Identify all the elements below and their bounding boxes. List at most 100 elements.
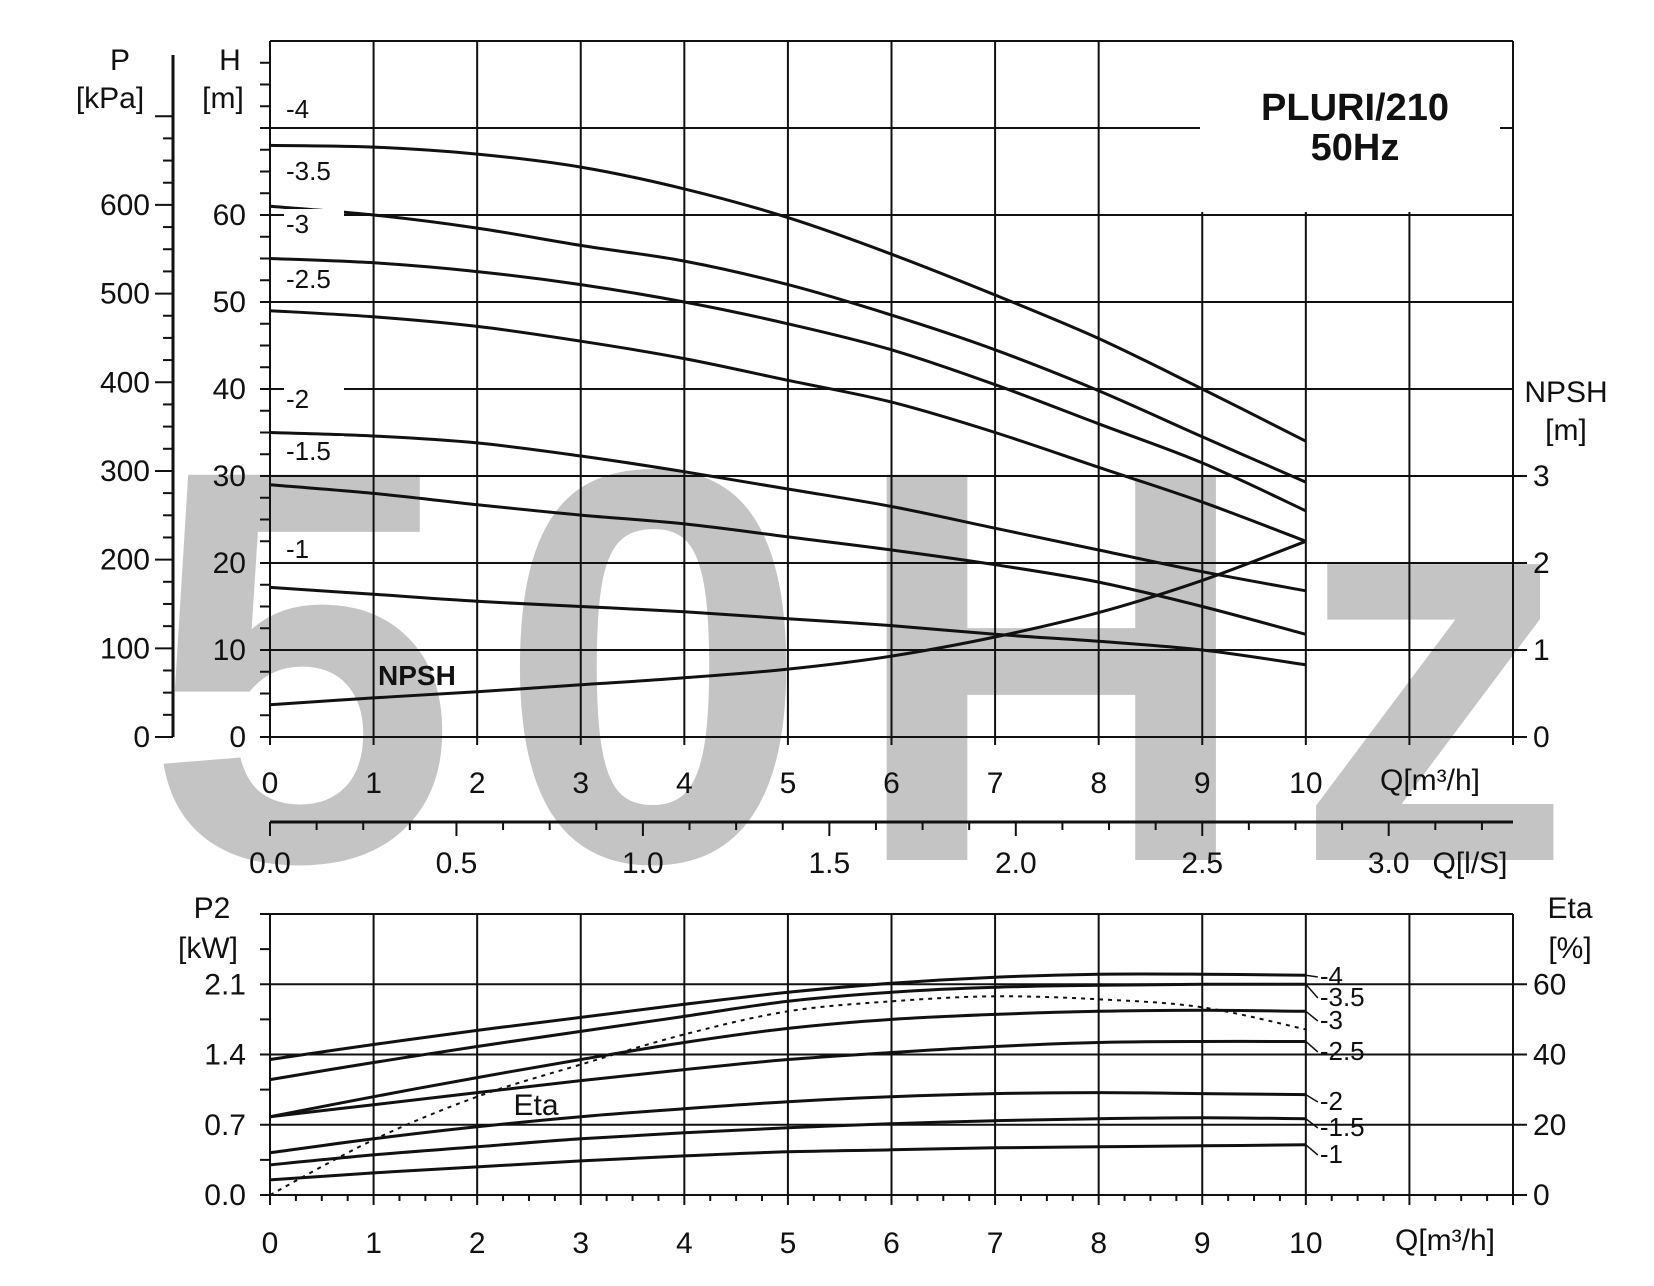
head-tick-label: 50 — [213, 286, 246, 319]
head-curve--3 — [269, 257, 1307, 513]
eta-tick-label: 0 — [1533, 1179, 1550, 1212]
head-curve--2.5 — [269, 309, 1307, 543]
flow-tick-label: 2 — [469, 767, 486, 800]
head-curve-npsh — [269, 539, 1307, 707]
npsh-curve-label: NPSH — [378, 660, 456, 691]
power-curve-leader — [1305, 1040, 1319, 1053]
flow-tick-label-bottom: 4 — [676, 1227, 693, 1260]
pressure-tick-label: 0 — [133, 721, 150, 754]
power-curve-leader — [1305, 983, 1319, 999]
flow-axis-title-bottom: Q[m³/h] — [1395, 1224, 1495, 1257]
flow-tick-label: 4 — [676, 767, 693, 800]
flow-tick-label: 10 — [1289, 767, 1322, 800]
eta-tick-label: 40 — [1533, 1039, 1566, 1072]
head-curve-label-bg — [284, 156, 344, 184]
head-curve--1 — [269, 585, 1307, 667]
npsh-tick-label: 3 — [1533, 460, 1550, 493]
power-tick-label: 0.0 — [204, 1179, 246, 1212]
flow-tick-label-bottom: 9 — [1194, 1227, 1211, 1260]
eta-tick-label: 20 — [1533, 1109, 1566, 1142]
flow-lps-tick-label: 1.0 — [622, 847, 664, 880]
flow-tick-label-bottom: 10 — [1289, 1227, 1322, 1260]
power-curve--4 — [269, 972, 1306, 1061]
power-tick-label: 0.7 — [204, 1109, 246, 1142]
power-curve-label: -2 — [1320, 1086, 1343, 1116]
flow-lps-tick-label: 0.5 — [436, 847, 478, 880]
eta-tick-label: 60 — [1533, 968, 1566, 1001]
head-axis-title: H — [219, 44, 241, 77]
pressure-tick-label: 500 — [100, 278, 150, 311]
power-curve-leader — [1305, 1010, 1319, 1022]
flow-tick-label-bottom: 5 — [780, 1227, 797, 1260]
head-curve-label-bg — [284, 436, 344, 464]
head-tick-label: 20 — [213, 547, 246, 580]
power-curve--3.5 — [269, 982, 1306, 1082]
flow-tick-label: 3 — [572, 767, 589, 800]
head-curve-label: -3.5 — [286, 156, 331, 186]
flow-lps-tick-label: 0.0 — [249, 847, 291, 880]
flow-tick-label-bottom: 0 — [262, 1227, 279, 1260]
watermark-text: 50Hz — [146, 353, 1613, 979]
flow-tick-label: 9 — [1194, 767, 1211, 800]
power-curve-label: -3.5 — [1320, 982, 1365, 1012]
flow-lps-tick-label: 3.0 — [1368, 847, 1410, 880]
power-tick-label: 1.4 — [204, 1039, 246, 1072]
chart-subtitle: 50Hz — [1311, 127, 1400, 169]
power-curve-eta — [269, 995, 1307, 1196]
head-curve-label: -3 — [286, 209, 309, 239]
head-curve-label: -4 — [286, 94, 309, 124]
flow-tick-label: 6 — [883, 767, 900, 800]
flow-lps-tick-label: 1.5 — [808, 847, 850, 880]
eta-axis-title: Eta — [1547, 892, 1592, 925]
head-curve-label-bg — [284, 384, 344, 412]
title-box — [1200, 42, 1500, 212]
flow-tick-label-bottom: 3 — [572, 1227, 589, 1260]
power-axis-unit: [kW] — [178, 932, 238, 965]
flow-lps-axis-title: Q[l/S] — [1432, 847, 1507, 880]
power-curve--3 — [269, 1008, 1306, 1119]
power-curve-label: -1.5 — [1320, 1112, 1365, 1142]
head-curve--2 — [269, 431, 1307, 593]
head-curve--4 — [269, 143, 1307, 443]
power-curve--2.5 — [269, 1039, 1306, 1119]
npsh-axis-title: NPSH — [1524, 376, 1607, 409]
pressure-axis-unit: [kPa] — [76, 82, 144, 115]
flow-tick-label: 0 — [262, 767, 279, 800]
power-curve-leader — [1305, 1118, 1319, 1129]
flow-tick-label: 8 — [1090, 767, 1107, 800]
pressure-tick-label: 600 — [100, 189, 150, 222]
power-curve-leader — [1305, 1144, 1319, 1156]
flow-lps-tick-label: 2.0 — [995, 847, 1037, 880]
flow-tick-label-bottom: 8 — [1090, 1227, 1107, 1260]
pressure-tick-label: 100 — [100, 632, 150, 665]
flow-axis-title: Q[m³/h] — [1380, 764, 1480, 797]
power-tick-label: 2.1 — [204, 968, 246, 1001]
head-curve--1.5 — [269, 483, 1307, 636]
power-curve--1.5 — [269, 1116, 1306, 1167]
head-curve-label-bg — [284, 94, 344, 122]
flow-tick-label: 1 — [365, 767, 382, 800]
power-curve-leader — [1305, 1094, 1319, 1103]
head-curve-label-bg — [284, 534, 344, 562]
head-curve-label-bg — [284, 209, 344, 237]
power-axis-title: P2 — [194, 892, 231, 925]
head-tick-label: 60 — [213, 199, 246, 232]
power-curve-label: -1 — [1320, 1139, 1343, 1169]
head-axis-unit: [m] — [202, 82, 244, 115]
eta-curve-label: Eta — [513, 1089, 558, 1122]
chart-title: PLURI/210 — [1261, 87, 1449, 129]
pressure-tick-label: 300 — [100, 455, 150, 488]
head-curve-label: -2.5 — [286, 264, 331, 294]
pressure-tick-label: 200 — [100, 544, 150, 577]
head-tick-label: 0 — [229, 721, 246, 754]
head-tick-label: 30 — [213, 460, 246, 493]
head-curve-label: -1.5 — [286, 436, 331, 466]
head-curve-label: -2 — [286, 384, 309, 414]
npsh-tick-label: 0 — [1533, 721, 1550, 754]
power-curve-label: -4 — [1320, 961, 1343, 991]
flow-lps-tick-label: 2.5 — [1181, 847, 1223, 880]
head-tick-label: 40 — [213, 373, 246, 406]
power-curves: -4-3.5-3-2.5 -2-1.5-1 — [269, 961, 1365, 1196]
head-curve-label: -1 — [286, 534, 309, 564]
